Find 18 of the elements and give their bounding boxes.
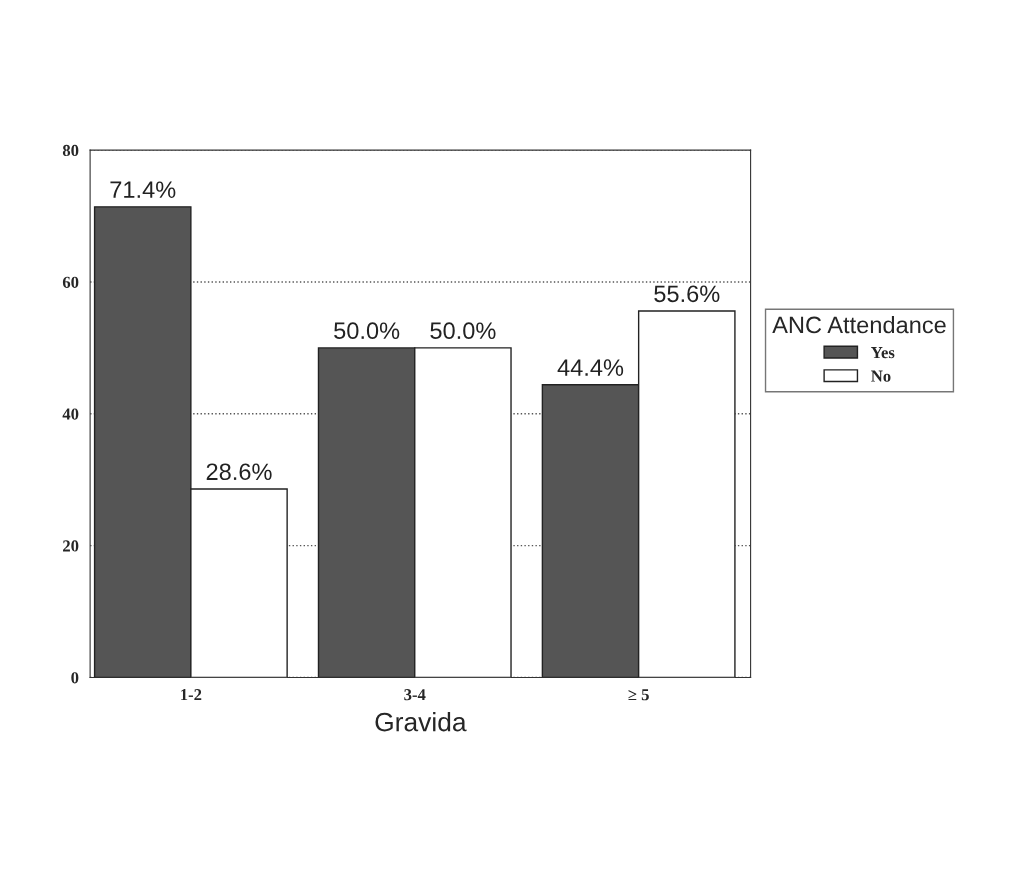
data-label: 50.0% [334,322,400,340]
data-label: 71.4% [110,181,176,198]
y-tick-label: 40 [62,408,79,420]
data-label: 50.0% [430,322,496,340]
x-tick-label: 1-2 [181,689,202,701]
x-tick-label: 3-4 [404,689,426,701]
data-label: 44.4% [557,359,624,376]
y-tick-label: 60 [62,276,79,288]
y-tick-label: 80 [62,144,79,157]
data-label: 55.6% [654,285,720,303]
y-tick-label: 0 [71,672,79,684]
data-label: 28.6% [206,463,272,481]
legend-title: ANC Attendance [772,315,946,334]
x-axis-title: Gravida [375,712,467,732]
legend-label: No [871,370,891,382]
legend-label: Yes [871,347,895,359]
y-tick-label: 20 [63,540,79,552]
x-tick-label: ≥ 5 [628,689,649,701]
